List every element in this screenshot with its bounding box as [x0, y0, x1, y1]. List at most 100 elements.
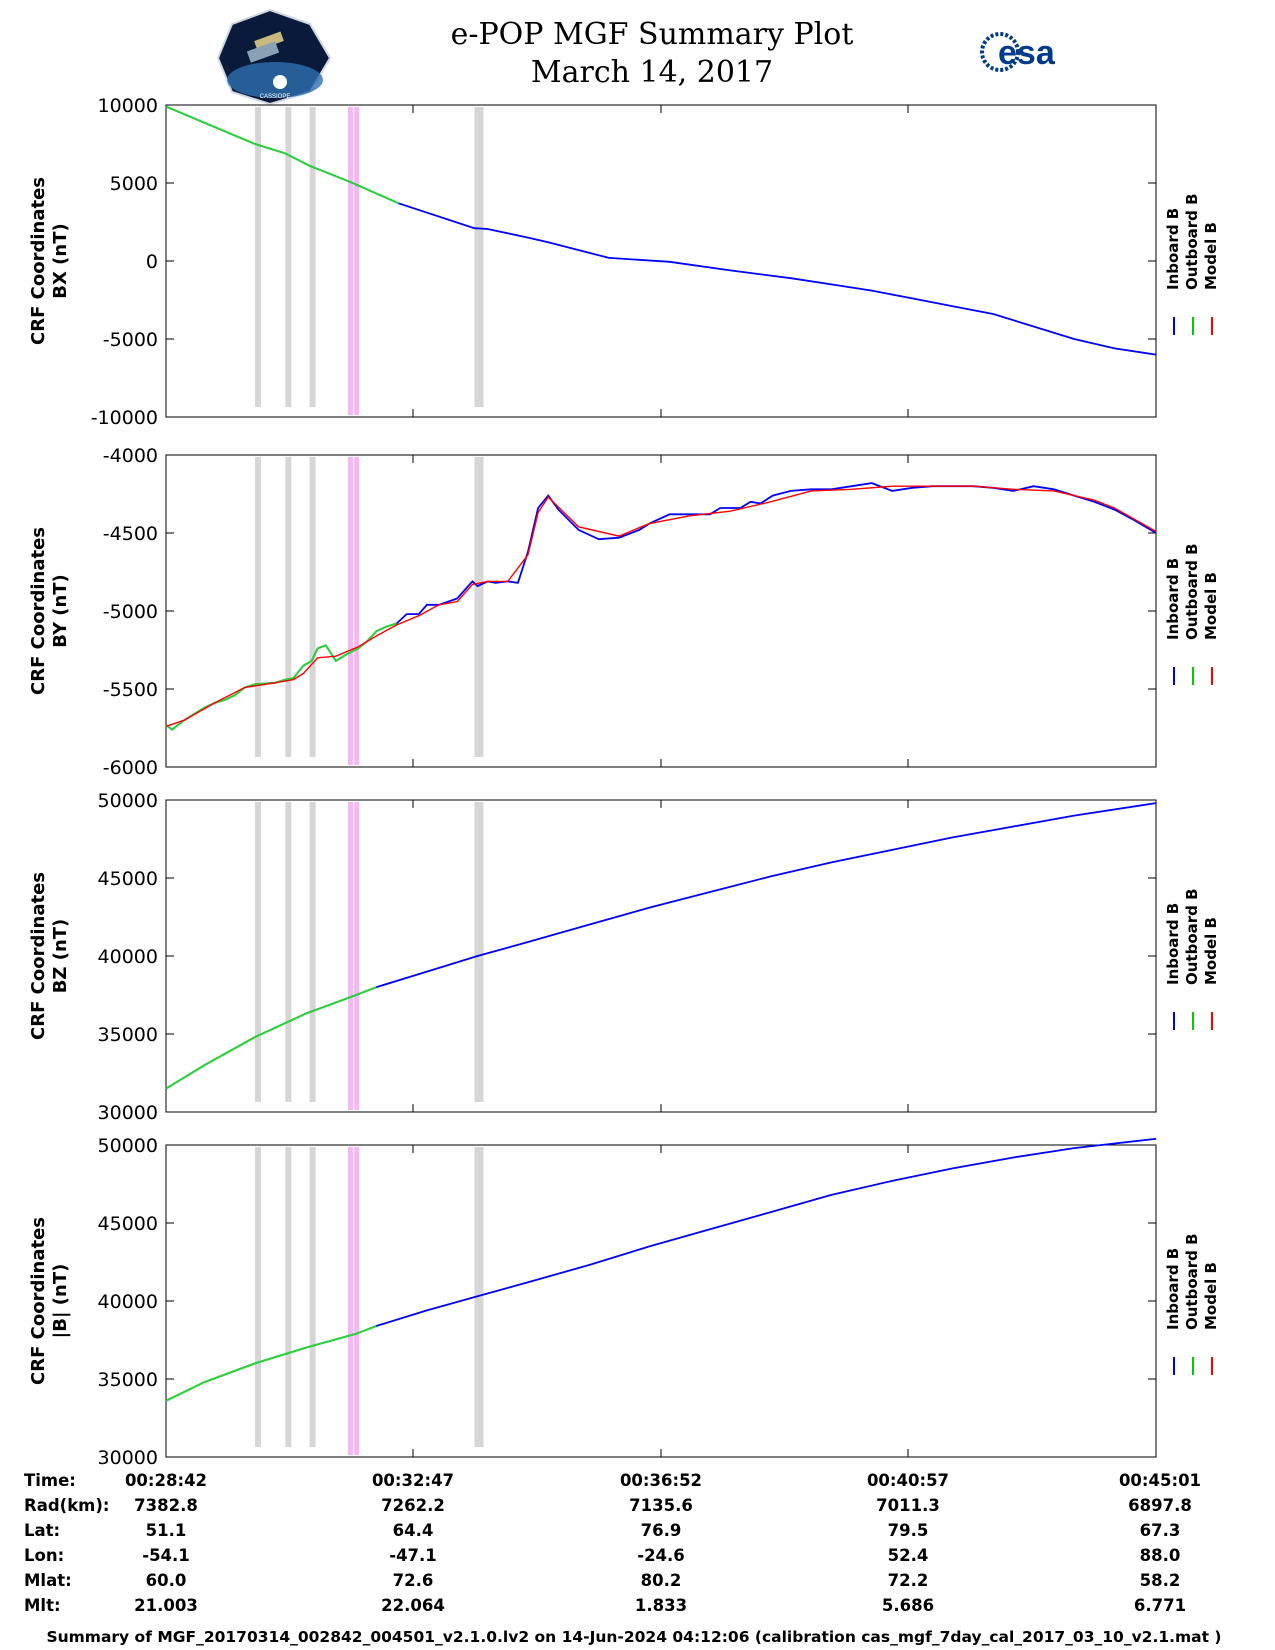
table-cell: -24.6 [637, 1546, 685, 1565]
series-model-b [165, 485, 1157, 728]
table-cell: 7135.6 [629, 1496, 693, 1515]
series-outboard-b [165, 622, 397, 731]
table-cell: 5.686 [882, 1596, 934, 1615]
legend-label: Model B [1202, 222, 1220, 290]
table-cell: 7262.2 [381, 1496, 445, 1515]
gray-band [285, 1147, 292, 1447]
table-cell: 00:45:01 [1119, 1471, 1201, 1490]
gray-band [309, 107, 316, 407]
table-cell: 80.2 [641, 1571, 682, 1590]
legend: Inboard B Outboard B Model B [1164, 1233, 1220, 1375]
panel-3: 50000 45000 40000 35000 30000 CRF Coordinates… [28, 790, 1220, 1124]
legend-label: Outboard B [1183, 543, 1201, 640]
gray-band [285, 802, 292, 1102]
y-tick-label: 10000 [98, 95, 158, 117]
gray-band [309, 457, 316, 757]
table-cell: 21.003 [134, 1596, 198, 1615]
table-cell: 7382.8 [134, 1496, 198, 1515]
legend: Inboard B Outboard B Model B [1164, 543, 1220, 685]
y-axis-label: CRF CoordinatesBY (nT) [28, 527, 71, 695]
pink-band [348, 1147, 354, 1455]
plot-title: e-POP MGF Summary Plot [451, 17, 854, 52]
table-cell: 00:28:42 [125, 1471, 207, 1490]
table-row-label: Lon: [24, 1546, 64, 1565]
y-tick-label: -4500 [103, 523, 158, 545]
legend-label: Outboard B [1183, 1233, 1201, 1330]
table-cell: 72.2 [888, 1571, 929, 1590]
legend-label: Model B [1202, 917, 1220, 985]
y-tick-label: -6000 [103, 757, 158, 779]
table-cell: -54.1 [142, 1546, 190, 1565]
pink-band [348, 457, 354, 765]
y-tick-label: 50000 [98, 790, 158, 812]
table-cell: 52.4 [888, 1546, 929, 1565]
gray-band [474, 457, 484, 757]
y-tick-label: -5000 [103, 329, 158, 351]
table-cell: -47.1 [389, 1546, 437, 1565]
series-outboard-b [165, 986, 377, 1090]
table-cell: 58.2 [1140, 1571, 1181, 1590]
y-tick-label: -4000 [103, 445, 158, 467]
y-tick-label: 40000 [98, 946, 158, 968]
cassiope-logo-text: CASSIOPE [260, 94, 291, 100]
y-axis-label: CRF CoordinatesBX (nT) [28, 177, 71, 345]
legend-label: Model B [1202, 1262, 1220, 1330]
y-tick-label: 45000 [98, 868, 158, 890]
y-tick-label: 40000 [98, 1291, 158, 1313]
legend: Inboard B Outboard B Model B [1164, 888, 1220, 1030]
y-tick-label: 45000 [98, 1213, 158, 1235]
panel-2: -4000 -4500 -5000 -5500 -6000 CRF Coordinates… [28, 445, 1220, 779]
legend: Inboard B Outboard B Model B [1164, 193, 1220, 335]
pink-band [348, 107, 354, 415]
table-row-label: Mlat: [24, 1571, 72, 1590]
y-tick-label: 0 [146, 251, 158, 273]
y-axis-label: CRF CoordinatesBZ (nT) [28, 872, 71, 1040]
y-tick-label: 35000 [98, 1024, 158, 1046]
table-cell: 67.3 [1140, 1521, 1181, 1540]
legend-label: Inboard B [1164, 903, 1182, 985]
legend-label: Inboard B [1164, 558, 1182, 640]
gray-band [254, 457, 261, 757]
legend-label: Model B [1202, 572, 1220, 640]
table-cell: 22.064 [381, 1596, 445, 1615]
table-cell: 72.6 [393, 1571, 434, 1590]
pink-band [348, 802, 354, 1110]
gray-band [285, 457, 292, 757]
gray-band [285, 107, 292, 407]
y-tick-label: 30000 [98, 1102, 158, 1124]
pink-band [354, 1147, 360, 1455]
esa-logo-text: esa [998, 34, 1056, 72]
table-cell: 00:40:57 [867, 1471, 949, 1490]
table-cell: 88.0 [1140, 1546, 1181, 1565]
gray-band [474, 1147, 484, 1447]
table-row-label: Lat: [24, 1521, 60, 1540]
table-cell: 6897.8 [1128, 1496, 1192, 1515]
table-cell: 64.4 [393, 1521, 434, 1540]
table-cell: 79.5 [888, 1521, 929, 1540]
legend-label: Inboard B [1164, 1248, 1182, 1330]
panel-4: 50000 45000 40000 35000 30000 CRF Coordinates… [28, 1135, 1220, 1469]
y-tick-label: 30000 [98, 1447, 158, 1469]
gray-band [254, 1147, 261, 1447]
table-cell: 7011.3 [876, 1496, 940, 1515]
legend-label: Outboard B [1183, 193, 1201, 290]
gray-band [474, 107, 484, 407]
gray-band [254, 107, 261, 407]
gray-band [474, 802, 484, 1102]
gray-band [254, 802, 261, 1102]
gray-band [309, 1147, 316, 1447]
legend-label: Outboard B [1183, 888, 1201, 985]
table-cell: 60.0 [146, 1571, 187, 1590]
y-tick-label: -5000 [103, 601, 158, 623]
y-tick-label: 35000 [98, 1369, 158, 1391]
table-cell: 1.833 [635, 1596, 687, 1615]
legend-label: Inboard B [1164, 208, 1182, 290]
footer-text: Summary of MGF_20170314_002842_004501_v2… [46, 1628, 1221, 1646]
gray-band [309, 802, 316, 1102]
panel-1: 10000 5000 0 -5000 -10000 CRF CoordinatesBX (… [28, 95, 1220, 429]
table-row-label: Mlt: [24, 1596, 61, 1615]
y-tick-label: -5500 [103, 679, 158, 701]
pink-band [354, 457, 360, 765]
y-tick-label: 50000 [98, 1135, 158, 1157]
